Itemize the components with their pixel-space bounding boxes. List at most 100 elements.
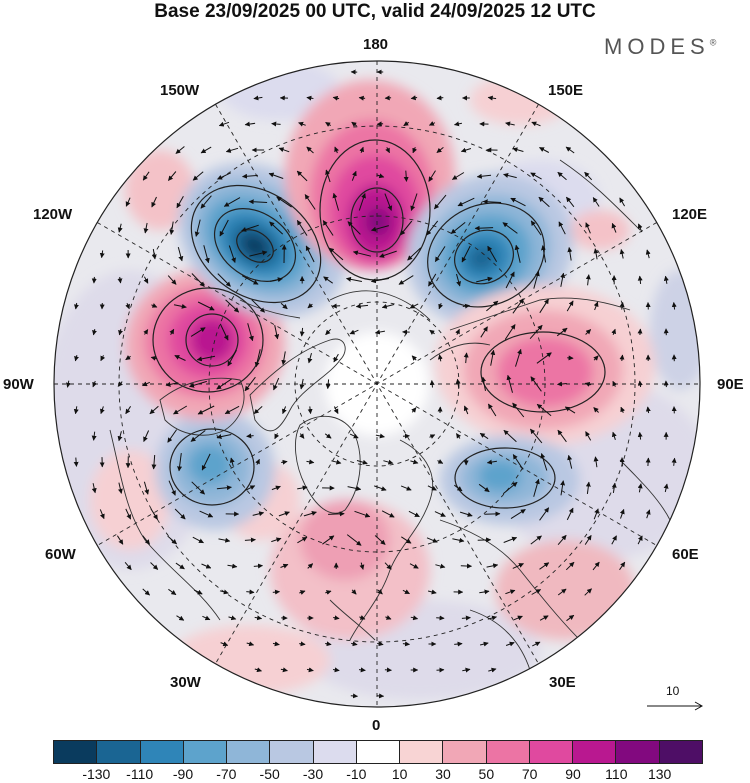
wind-arrow (637, 483, 643, 493)
wind-arrow (191, 273, 205, 287)
wind-arrow (299, 641, 306, 647)
wind-arrow (199, 510, 214, 518)
wind-arrow (428, 170, 436, 182)
wind-arrow (374, 329, 385, 335)
wind-arrow (426, 220, 439, 236)
wind-arrow (505, 589, 516, 595)
wind-arrow (560, 272, 566, 287)
wind-arrow (175, 146, 185, 154)
wind-arrow (637, 380, 643, 388)
colorbar (53, 740, 703, 764)
wind-arrow (143, 276, 149, 284)
wind-arrow (322, 220, 334, 236)
wind-arrow (351, 121, 357, 127)
colorbar-tick-label: -10 (346, 766, 367, 782)
wind-arrow (273, 377, 280, 391)
wind-arrow (663, 380, 669, 388)
wind-arrow (427, 485, 437, 491)
wind-arrow (437, 459, 444, 464)
wind-arrow (536, 403, 552, 417)
wind-arrow (249, 250, 268, 257)
wind-arrow (253, 95, 263, 101)
colorbar-bin (356, 741, 401, 763)
wind-arrow (307, 352, 313, 364)
wind-arrow (142, 381, 151, 387)
wind-arrow (280, 563, 289, 569)
wind-arrow (177, 246, 184, 262)
wind-arrow (201, 453, 211, 471)
wind-arrow (565, 146, 575, 154)
wind-arrow (402, 589, 410, 595)
wind-arrow (217, 172, 232, 180)
wind-arrow (355, 303, 369, 309)
logo-text: MODES (604, 34, 710, 59)
map-disk (54, 61, 700, 707)
reference-vector: 10 (646, 684, 706, 714)
wind-arrow (532, 641, 541, 647)
wind-arrow (276, 196, 292, 208)
wind-arrow (455, 328, 460, 335)
colorbar-tick-label: 130 (647, 766, 672, 782)
wind-arrow (350, 693, 358, 699)
lon-label-150e: 150E (548, 82, 584, 99)
coastlines (109, 159, 671, 671)
lon-label-150w: 150W (160, 82, 200, 99)
wind-arrow (298, 121, 306, 127)
wind-arrow (611, 222, 617, 233)
wind-arrow (401, 536, 412, 544)
wind-arrow (92, 328, 97, 336)
wind-arrow (194, 219, 201, 237)
wind-arrow (203, 245, 210, 264)
colorbar-bin (529, 741, 574, 763)
wind-arrow (91, 483, 97, 494)
wind-arrow (117, 223, 123, 233)
colorbar-bin (573, 741, 617, 763)
colorbar-tick-label: -50 (259, 766, 280, 782)
wind-arrow (228, 245, 236, 263)
wind-arrow (663, 275, 669, 284)
wind-arrow (505, 641, 515, 647)
wind-arrow (332, 192, 340, 211)
wind-arrow (530, 428, 543, 444)
wind-arrow (176, 615, 185, 621)
wind-arrow (100, 406, 105, 415)
colorbar-tick-label: -30 (302, 766, 324, 782)
wind-arrow (274, 324, 280, 340)
wind-arrow (434, 194, 447, 210)
wind-arrow (190, 327, 206, 337)
wind-arrow (566, 507, 574, 521)
wind-arrow (349, 433, 359, 439)
wind-arrow (117, 431, 123, 442)
lon-label-120e: 120E (672, 206, 708, 223)
wind-arrow (637, 328, 643, 336)
wind-arrow (506, 374, 513, 393)
wind-arrow (409, 303, 419, 309)
reference-vector-arrow (647, 701, 704, 711)
wind-arrow (143, 222, 149, 234)
colorbar-bin (400, 741, 444, 763)
wind-arrow (403, 121, 409, 127)
lon-label-0: 0 (372, 717, 381, 734)
wind-arrow (455, 433, 462, 439)
lon-label-90e: 90E (717, 376, 744, 393)
wind-arrow (410, 193, 418, 211)
wind-arrow (241, 224, 259, 232)
wind-arrow (328, 247, 344, 261)
wind-arrow (593, 301, 599, 311)
wind-arrow (191, 481, 205, 495)
wind-arrow (91, 431, 97, 441)
wind-arrow (359, 615, 366, 620)
wind-arrow (645, 249, 651, 259)
wind-arrow (200, 195, 212, 209)
wind-arrow (227, 563, 238, 569)
wind-arrow (557, 534, 567, 546)
wind-arrow (381, 510, 395, 518)
wind-arrow (487, 95, 497, 101)
wind-arrow (619, 508, 625, 519)
colorbar-bin (140, 741, 184, 763)
wind-arrow (303, 511, 317, 517)
wind-arrow (619, 249, 625, 259)
wind-arrow (220, 641, 229, 647)
colorbar-ticks: -130 -110 -90 -70 -50 -30 -10 10 30 50 70 90 110 130 (53, 766, 703, 783)
wind-arrow (227, 349, 237, 367)
